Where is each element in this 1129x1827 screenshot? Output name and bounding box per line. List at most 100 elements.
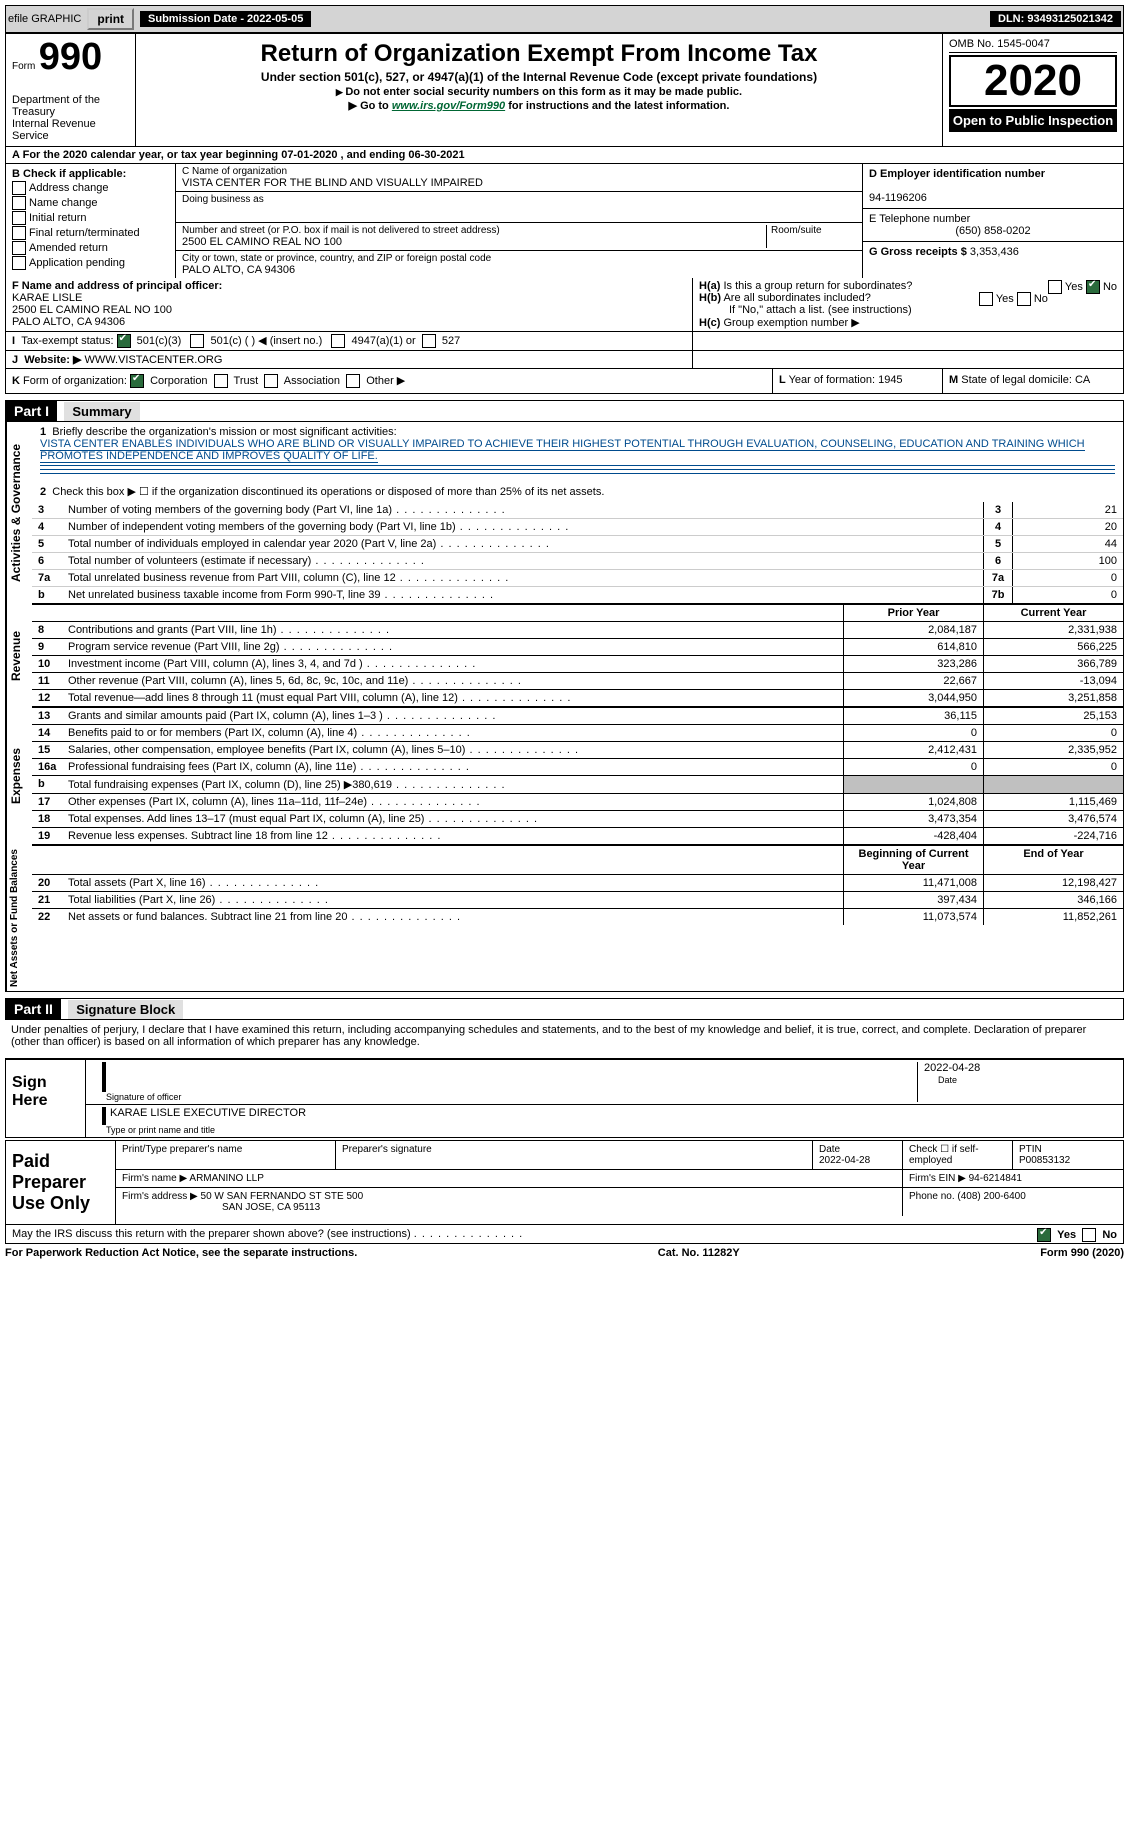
website: WWW.VISTACENTER.ORG (84, 354, 222, 366)
form-header: Form 990 Department of the Treasury Inte… (5, 33, 1124, 147)
section-i-row: I Tax-exempt status: 501(c)(3) 501(c) ( … (5, 332, 1124, 351)
mission-text: VISTA CENTER ENABLES INDIVIDUALS WHO ARE… (40, 438, 1085, 463)
financial-line: 12Total revenue—add lines 8 through 11 (… (32, 689, 1123, 706)
footer: For Paperwork Reduction Act Notice, see … (5, 1244, 1124, 1262)
side-expenses: Expenses (6, 707, 32, 845)
part-2-title: Signature Block (68, 1000, 183, 1019)
financial-line: 16aProfessional fundraising fees (Part I… (32, 758, 1123, 775)
gross-receipts: 3,353,436 (970, 246, 1019, 258)
financial-line: 11Other revenue (Part VIII, column (A), … (32, 672, 1123, 689)
section-b: B Check if applicable: Address change Na… (6, 164, 176, 278)
org-name: VISTA CENTER FOR THE BLIND AND VISUALLY … (182, 177, 483, 189)
part-1-header-row: Part I Summary (5, 400, 1124, 422)
ptin: P00853132 (1019, 1155, 1070, 1166)
part-1-title: Summary (64, 402, 139, 421)
governance-section: 1 Briefly describe the organization's mi… (32, 422, 1123, 604)
firm-ein: 94-6214841 (969, 1173, 1022, 1184)
efile-label: efile GRAPHIC (8, 13, 81, 25)
hb-no-check[interactable] (1017, 292, 1031, 306)
part-1-label: Part I (6, 401, 57, 421)
financial-line: 9Program service revenue (Part VIII, lin… (32, 638, 1123, 655)
form-title: Return of Organization Exempt From Incom… (142, 40, 936, 68)
part-2-header-row: Part II Signature Block (5, 998, 1124, 1020)
tax-501c3-check[interactable] (117, 334, 131, 348)
discuss-yes-check[interactable] (1037, 1228, 1051, 1242)
header-title-cell: Return of Organization Exempt From Incom… (136, 34, 943, 146)
check-address-change[interactable]: Address change (12, 181, 169, 195)
entity-block: B Check if applicable: Address change Na… (5, 164, 1124, 278)
check-application-pending[interactable]: Application pending (12, 256, 169, 270)
part-1-body: Activities & Governance 1 Briefly descri… (5, 422, 1124, 992)
section-j-row: J Website: ▶ WWW.VISTACENTER.ORG (5, 351, 1124, 369)
officer-printed-name: KARAE LISLE EXECUTIVE DIRECTOR (106, 1107, 306, 1119)
summary-line: 7aTotal unrelated business revenue from … (32, 569, 1123, 586)
section-c: C Name of organization VISTA CENTER FOR … (176, 164, 863, 278)
top-bar: efile GRAPHIC print Submission Date - 20… (5, 5, 1124, 33)
dln-label: DLN: 93493125021342 (990, 11, 1121, 27)
phone: (650) 858-0202 (869, 225, 1117, 237)
financial-line: 22Net assets or fund balances. Subtract … (32, 908, 1123, 925)
perjury-declaration: Under penalties of perjury, I declare th… (5, 1020, 1124, 1052)
form-label: Form (12, 61, 35, 72)
sig-date: 2022-04-28 (924, 1062, 980, 1074)
financial-line: 15Salaries, other compensation, employee… (32, 741, 1123, 758)
side-netassets: Net Assets or Fund Balances (6, 845, 32, 991)
org-city: PALO ALTO, CA 94306 (182, 264, 295, 276)
form-note1: Do not enter social security numbers on … (142, 86, 936, 98)
tax-year-box: 2020 (949, 55, 1117, 107)
officer-name: KARAE LISLE (12, 292, 82, 304)
financial-line: 17Other expenses (Part IX, column (A), l… (32, 793, 1123, 810)
section-d-e-g: D Employer identification number94-11962… (863, 164, 1123, 278)
revenue-section: Prior Year Current Year 8Contributions a… (32, 604, 1123, 707)
form-corp-check[interactable] (130, 374, 144, 388)
expenses-section: 13Grants and similar amounts paid (Part … (32, 707, 1123, 845)
check-initial-return[interactable]: Initial return (12, 211, 169, 225)
discuss-no-check[interactable] (1082, 1228, 1096, 1242)
submission-date: Submission Date - 2022-05-05 (140, 11, 311, 27)
signature-block: Sign Here Signature of officer 2022-04-2… (5, 1058, 1124, 1138)
paid-preparer-label: Paid Preparer Use Only (6, 1141, 116, 1224)
summary-line: 6Total number of volunteers (estimate if… (32, 552, 1123, 569)
financial-line: 19Revenue less expenses. Subtract line 1… (32, 827, 1123, 844)
header-right-cell: OMB No. 1545-0047 2020 Open to Public In… (943, 34, 1123, 146)
section-k-l-m: K Form of organization: Corporation Trus… (5, 369, 1124, 394)
firm-name: ARMANINO LLP (189, 1173, 263, 1184)
print-button[interactable]: print (87, 8, 134, 30)
ha-yes-check[interactable] (1048, 280, 1062, 294)
check-final-return[interactable]: Final return/terminated (12, 226, 169, 240)
side-revenue: Revenue (6, 604, 32, 707)
financial-line: 18Total expenses. Add lines 13–17 (must … (32, 810, 1123, 827)
ein: 94-1196206 (869, 192, 927, 204)
hb-yes-check[interactable] (979, 292, 993, 306)
section-f-h: F Name and address of principal officer:… (5, 278, 1124, 332)
cat-no: Cat. No. 11282Y (658, 1247, 740, 1259)
paid-preparer-block: Paid Preparer Use Only Print/Type prepar… (5, 1140, 1124, 1225)
org-address: 2500 EL CAMINO REAL NO 100 (182, 236, 342, 248)
section-j: J Website: ▶ WWW.VISTACENTER.ORG (6, 351, 693, 368)
pra-notice: For Paperwork Reduction Act Notice, see … (5, 1247, 357, 1259)
financial-line: 14Benefits paid to or for members (Part … (32, 724, 1123, 741)
form-footer: Form 990 (2020) (1040, 1247, 1124, 1259)
financial-line: bTotal fundraising expenses (Part IX, co… (32, 775, 1123, 793)
summary-line: 5Total number of individuals employed in… (32, 535, 1123, 552)
financial-line: 20Total assets (Part X, line 16)11,471,0… (32, 874, 1123, 891)
form-subtitle: Under section 501(c), 527, or 4947(a)(1)… (142, 70, 936, 84)
form-number: 990 (39, 36, 102, 78)
form-note2: ▶ Go to www.irs.gov/Form990 for instruct… (142, 99, 936, 112)
summary-line: 3Number of voting members of the governi… (32, 502, 1123, 518)
open-inspection: Open to Public Inspection (949, 109, 1117, 132)
check-name-change[interactable]: Name change (12, 196, 169, 210)
check-amended-return[interactable]: Amended return (12, 241, 169, 255)
dept-label: Department of the Treasury Internal Reve… (12, 94, 129, 142)
financial-line: 8Contributions and grants (Part VIII, li… (32, 621, 1123, 638)
section-i: I Tax-exempt status: 501(c)(3) 501(c) ( … (6, 332, 693, 350)
form-id-cell: Form 990 Department of the Treasury Inte… (6, 34, 136, 146)
ha-no-check[interactable] (1086, 280, 1100, 294)
omb-number: OMB No. 1545-0047 (949, 38, 1117, 53)
irs-link[interactable]: www.irs.gov/Form990 (392, 100, 505, 112)
side-governance: Activities & Governance (6, 422, 32, 604)
financial-line: 13Grants and similar amounts paid (Part … (32, 707, 1123, 724)
financial-line: 21Total liabilities (Part X, line 26)397… (32, 891, 1123, 908)
netassets-section: Beginning of Current Year End of Year 20… (32, 845, 1123, 991)
summary-line: bNet unrelated business taxable income f… (32, 586, 1123, 603)
